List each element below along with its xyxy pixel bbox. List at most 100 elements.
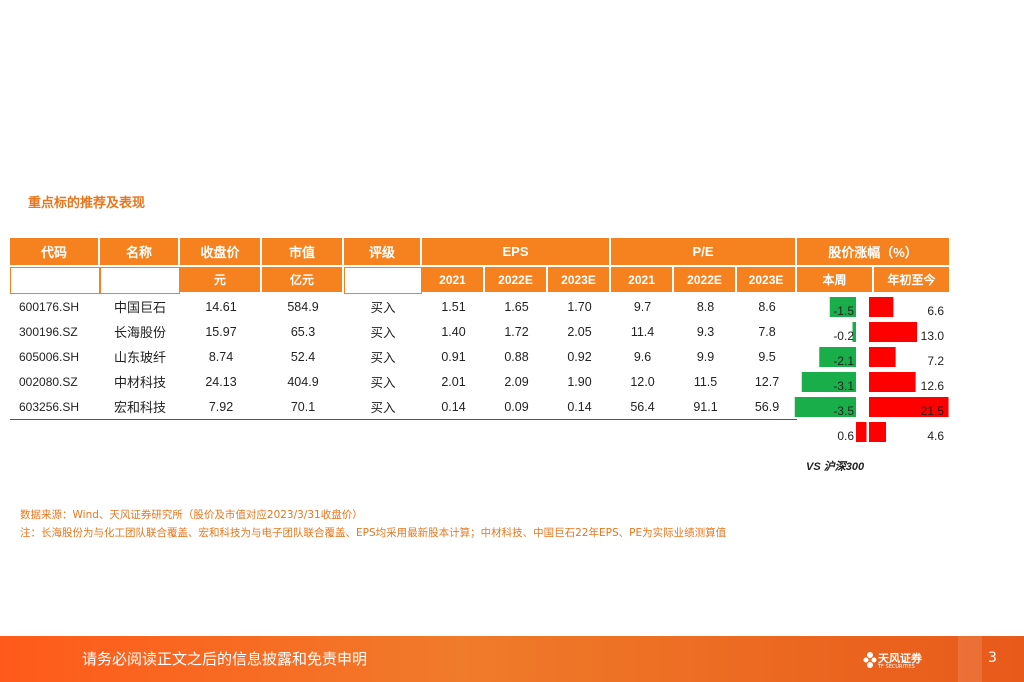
eps-2023e: 1.70 (567, 299, 592, 314)
table-row: 605006.SH 山东玻纤 8.74 52.4 买入 0.91 0.88 0.92 9.6 9.… (10, 344, 951, 369)
vs-label: VS 沪深300 (806, 461, 865, 473)
week-value-label: -2.1 (833, 354, 854, 368)
table-row: 300196.SZ 长海股份 15.97 65.3 买入 1.40 1.72 2.05 11.4… (10, 319, 951, 344)
pe-2021: 11.4 (630, 324, 655, 339)
week-value-label: 0.6 (837, 429, 854, 443)
stock-name: 长海股份 (113, 325, 166, 340)
brand-name: 天风证券 (878, 652, 922, 665)
close-price: 8.74 (208, 349, 234, 364)
remark-note: 注：长海股份为与化工团队联合覆盖、宏和科技为与电子团队联合覆盖、EPS均采用最新… (20, 527, 727, 539)
close-price: 7.92 (180, 394, 262, 420)
week-bar (856, 422, 867, 442)
pe-2023e: 56.9 (737, 394, 798, 420)
eps-2023e: 0.14 (548, 394, 612, 420)
market-cap: 70.1 (262, 394, 344, 420)
ytd-bar (869, 347, 896, 367)
stock-name: 山东玻纤 (113, 350, 166, 365)
pe-2022e: 9.9 (696, 349, 715, 364)
subheader-pe-2021: 2021 (611, 267, 675, 294)
recommendation-table: 代码 名称 收盘价 市值 评级 EPS P/E 股价涨幅（%） 元 亿元 202… (10, 238, 952, 420)
pe-2023e: 8.6 (758, 299, 776, 314)
tf-logo-icon (863, 652, 877, 668)
table-row: 603256.SH 宏和科技 7.92 70.1 买入 0.14 0.09 0.14 56.4 9… (10, 394, 951, 420)
section-title: 重点标的推荐及表现 (28, 196, 146, 211)
week-bar (801, 372, 856, 392)
pe-2022e: 11.5 (693, 374, 718, 389)
eps-2022e: 0.88 (504, 349, 529, 364)
week-value-label: -3.1 (833, 379, 854, 393)
eps-2021: 0.91 (441, 349, 466, 364)
stock-name: 中国巨石 (113, 300, 166, 315)
rating: 买入 (370, 326, 396, 340)
header-name: 名称 (100, 238, 180, 267)
subheader-blank (344, 267, 422, 294)
stock-code: 600176.SH (19, 299, 80, 314)
close-price: 15.97 (205, 324, 237, 339)
eps-2023e: 1.90 (567, 374, 592, 389)
ytd-value-label: 12.6 (921, 379, 945, 393)
ytd-bar (869, 372, 916, 392)
stock-code: 300196.SZ (19, 324, 78, 339)
stock-code: 002080.SZ (19, 374, 78, 389)
week-value-label: -0.2 (833, 329, 854, 343)
pe-2022e: 91.1 (674, 394, 738, 420)
header-rating: 评级 (344, 238, 422, 267)
week-bar (829, 297, 856, 317)
subheader-close-unit: 元 (180, 267, 262, 294)
pe-2021: 56.4 (611, 394, 675, 420)
ytd-value-label: 7.2 (927, 354, 944, 368)
ytd-value-label: 13.0 (921, 329, 945, 343)
week-bar (852, 322, 856, 342)
rating: 买入 (370, 301, 396, 315)
pe-2023e: 9.5 (758, 349, 776, 364)
subheader-blank (100, 267, 180, 294)
subheader-eps-2023e: 2023E (548, 267, 612, 294)
close-price: 24.13 (205, 374, 237, 389)
subheader-eps-2021: 2021 (422, 267, 485, 294)
market-cap: 584.9 (287, 299, 319, 314)
pe-2023e: 12.7 (754, 374, 780, 389)
pe-2022e: 8.8 (696, 299, 715, 314)
table-row: 600176.SH 中国巨石 14.61 584.9 买入 1.51 1.65 1.70 9.7… (10, 294, 951, 319)
footer-notes: 数据来源：Wind、天风证券研究所（股价及市值对应2023/3/31收盘价） 注… (20, 506, 726, 542)
pe-2021: 9.6 (633, 349, 652, 364)
ytd-value-label: 6.6 (927, 304, 944, 318)
rating: 买入 (370, 351, 396, 365)
pe-2021: 9.7 (633, 299, 652, 314)
brand-name-en: TF SECURITIES (878, 664, 915, 670)
pe-2022e: 9.3 (696, 324, 715, 339)
rating: 买入 (370, 376, 396, 390)
eps-2021: 2.01 (441, 374, 466, 389)
page-number: 3 (988, 650, 997, 666)
header-close: 收盘价 (180, 238, 262, 267)
subheader-week: 本周 (797, 267, 875, 294)
eps-2023e: 2.05 (567, 324, 592, 339)
week-bar (819, 347, 856, 367)
stock-code: 605006.SH (19, 349, 80, 364)
subheader-ytd: 年初至今 (874, 267, 952, 294)
close-price: 14.61 (205, 299, 237, 314)
header-code: 代码 (10, 238, 100, 267)
page-number-box (958, 636, 982, 682)
subheader-eps-2022e: 2022E (485, 267, 548, 294)
subheader-pe-2023e: 2023E (737, 267, 798, 294)
market-cap: 404.9 (287, 374, 319, 389)
eps-2022e: 1.65 (504, 299, 529, 314)
eps-2022e: 2.09 (504, 374, 529, 389)
ytd-value-label: 21.5 (921, 404, 945, 418)
subheader-blank (10, 267, 100, 294)
week-value-label: -3.5 (833, 404, 854, 418)
header-eps: EPS (422, 238, 612, 267)
ytd-value-label: 4.6 (927, 429, 944, 443)
source-note: 数据来源：Wind、天风证券研究所（股价及市值对应2023/3/31收盘价） (20, 509, 363, 521)
eps-2022e: 1.72 (504, 324, 529, 339)
subheader-pe-2022e: 2022E (674, 267, 738, 294)
stock-name: 宏和科技 (100, 394, 180, 420)
header-mcap: 市值 (262, 238, 344, 267)
pe-2023e: 7.8 (758, 324, 776, 339)
rating: 买入 (344, 394, 422, 420)
eps-2023e: 0.92 (567, 349, 592, 364)
market-cap: 65.3 (290, 324, 316, 339)
ytd-bar (869, 397, 949, 417)
stock-code: 603256.SH (10, 394, 100, 420)
